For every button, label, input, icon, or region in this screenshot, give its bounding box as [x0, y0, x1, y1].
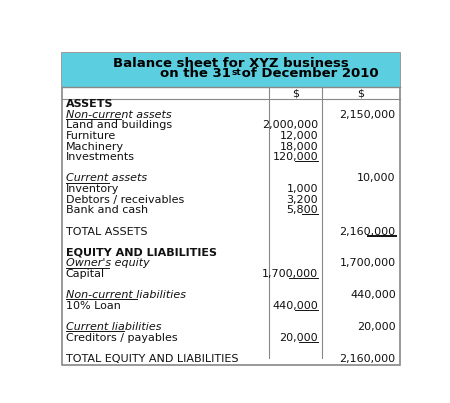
Text: Creditors / payables: Creditors / payables [66, 333, 177, 343]
Text: Non-current assets: Non-current assets [66, 110, 171, 120]
Text: $: $ [357, 88, 364, 98]
Text: 120,000: 120,000 [272, 152, 318, 162]
Text: EQUITY AND LIABILITIES: EQUITY AND LIABILITIES [66, 248, 216, 258]
Text: Machinery: Machinery [66, 141, 124, 152]
Text: 1,000: 1,000 [287, 184, 318, 194]
Text: Owner's equity: Owner's equity [66, 258, 149, 268]
Text: TOTAL ASSETS: TOTAL ASSETS [66, 226, 147, 237]
Text: Balance sheet for XYZ business: Balance sheet for XYZ business [113, 57, 348, 70]
Text: 10,000: 10,000 [357, 173, 396, 183]
Text: Inventory: Inventory [66, 184, 119, 194]
Text: on the 31: on the 31 [160, 67, 230, 80]
Text: 1,700,000: 1,700,000 [340, 258, 396, 268]
Text: TOTAL EQUITY AND LIABILITIES: TOTAL EQUITY AND LIABILITIES [66, 354, 238, 364]
Text: 1,700,000: 1,700,000 [262, 269, 318, 279]
Text: 3,200: 3,200 [286, 195, 318, 205]
Text: 2,150,000: 2,150,000 [340, 110, 396, 120]
Text: Current assets: Current assets [66, 173, 147, 183]
Text: 20,000: 20,000 [279, 333, 318, 343]
Text: 10% Loan: 10% Loan [66, 301, 121, 311]
Text: Furniture: Furniture [66, 131, 116, 141]
Text: $: $ [292, 88, 299, 98]
Text: Non-current liabilities: Non-current liabilities [66, 291, 185, 300]
Text: 5,800: 5,800 [286, 206, 318, 215]
Text: 2,160,000: 2,160,000 [340, 354, 396, 364]
Text: 20,000: 20,000 [357, 322, 396, 332]
Text: Current assets: Current assets [66, 173, 147, 183]
Text: st: st [231, 68, 241, 77]
Text: Non-current liabilities: Non-current liabilities [66, 291, 185, 300]
Text: Debtors / receivables: Debtors / receivables [66, 195, 184, 205]
Text: 440,000: 440,000 [350, 291, 396, 300]
Text: Investments: Investments [66, 152, 135, 162]
Text: Current liabilities: Current liabilities [66, 322, 161, 332]
Text: 440,000: 440,000 [272, 301, 318, 311]
Text: 12,000: 12,000 [279, 131, 318, 141]
Text: 2,000,000: 2,000,000 [262, 120, 318, 130]
Text: 2,160,000: 2,160,000 [340, 226, 396, 237]
Text: ASSETS: ASSETS [66, 99, 113, 109]
Text: of December 2010: of December 2010 [237, 67, 378, 80]
Text: 18,000: 18,000 [279, 141, 318, 152]
Text: Bank and cash: Bank and cash [66, 206, 148, 215]
Text: Land and buildings: Land and buildings [66, 120, 172, 130]
Bar [62, 53, 400, 87]
Text: Owner's equity: Owner's equity [66, 258, 149, 268]
Text: Capital: Capital [66, 269, 105, 279]
Text: Current liabilities: Current liabilities [66, 322, 161, 332]
Text: Non-current assets: Non-current assets [66, 110, 171, 120]
